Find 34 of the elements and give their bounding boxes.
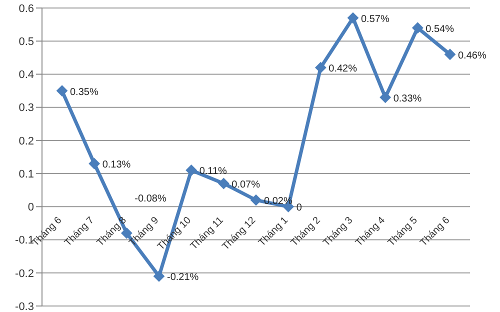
point bbox=[348, 12, 358, 24]
data-label: 0.33% bbox=[393, 93, 422, 104]
y-tick-label: 0.1 bbox=[18, 168, 34, 180]
y-tick-label: 0.6 bbox=[18, 2, 34, 15]
point bbox=[154, 270, 164, 282]
point bbox=[444, 48, 456, 60]
y-tick-label: -0.1 bbox=[15, 234, 34, 247]
data-label: 0 bbox=[296, 202, 302, 214]
data-label: 0.07% bbox=[232, 179, 260, 190]
data-label: 0.46% bbox=[458, 50, 486, 62]
data-label: 0.35% bbox=[70, 86, 98, 98]
point bbox=[412, 22, 424, 34]
point bbox=[218, 178, 230, 189]
y-tick-label: 0.4 bbox=[18, 69, 34, 82]
data-label: 0.54% bbox=[426, 24, 454, 35]
y-tick-label: 0 bbox=[28, 202, 34, 214]
y-tick-label: 0.3 bbox=[18, 102, 34, 114]
point bbox=[380, 92, 391, 103]
data-label: -0.21% bbox=[167, 272, 199, 284]
data-label: 0.57% bbox=[361, 14, 390, 25]
y-tick-label: 0.2 bbox=[18, 135, 34, 148]
data-label: -0.08% bbox=[134, 194, 166, 205]
point bbox=[250, 194, 262, 206]
point bbox=[88, 158, 100, 170]
point bbox=[56, 85, 68, 96]
data-label: 0.11% bbox=[199, 166, 228, 178]
data-label: 0.02% bbox=[264, 196, 292, 208]
y-tick-label: -0.3 bbox=[15, 300, 34, 312]
data-label: 0.13% bbox=[102, 160, 131, 171]
y-tick-label: 0.5 bbox=[18, 36, 34, 48]
point bbox=[315, 62, 326, 74]
y-tick-label: -0.2 bbox=[15, 268, 34, 280]
data-label: 0.42% bbox=[328, 64, 358, 75]
point bbox=[186, 164, 197, 176]
